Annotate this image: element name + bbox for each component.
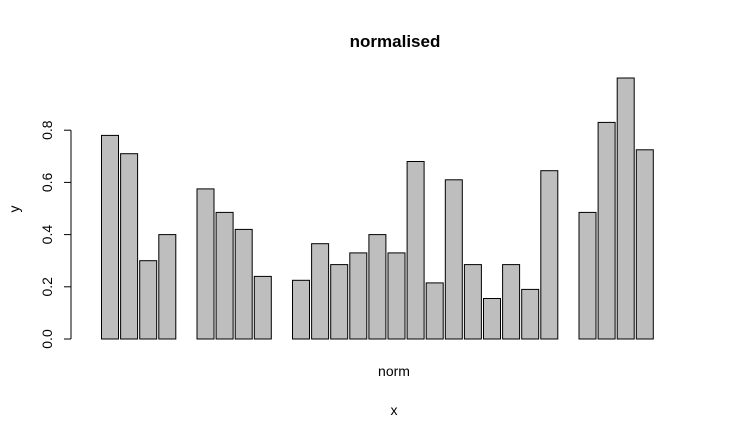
bar-g3-12 [502,264,521,340]
y-tick-label: 0.6 [39,172,55,192]
bar-g3-8 [425,282,444,340]
chart-title: normalised [350,32,441,51]
y-axis-label: y [6,206,22,213]
bar-g3-3 [330,264,349,340]
bar-g1-1 [101,134,119,340]
bar-g3-14 [540,170,559,340]
bar-g2-2 [215,211,234,340]
bar-g3-6 [387,252,406,340]
bar-g3-7 [406,161,425,340]
bar-g4-3 [616,77,635,340]
bar-g3-13 [521,288,540,340]
bar-g3-5 [368,234,387,340]
y-tick-label: 0.8 [39,120,55,140]
y-axis: 0.0 0.2 0.4 0.6 0.8 [39,120,72,349]
bar-g4-2 [597,121,616,340]
bar-g3-4 [349,252,368,340]
bar-g2-1 [196,188,215,340]
bar-g3-9 [444,179,463,340]
x-axis-label: x [391,402,398,418]
bar-g3-1 [292,279,310,340]
group-label: norm [378,363,410,379]
y-tick-label: 0.0 [39,329,55,349]
bars-layer [101,77,654,340]
bar-g3-10 [463,264,482,340]
bar-g4-1 [578,211,597,340]
bar-g2-4 [253,275,272,340]
bar-g3-11 [483,298,501,340]
bar-g2-3 [234,228,253,340]
bar-g3-2 [311,243,330,340]
y-tick-label: 0.2 [39,277,55,297]
bar-g4-4 [635,149,654,340]
bar-g1-4 [158,234,177,340]
bar-g1-2 [120,153,139,340]
y-tick-label: 0.4 [39,225,55,245]
bar-g1-3 [139,260,158,340]
